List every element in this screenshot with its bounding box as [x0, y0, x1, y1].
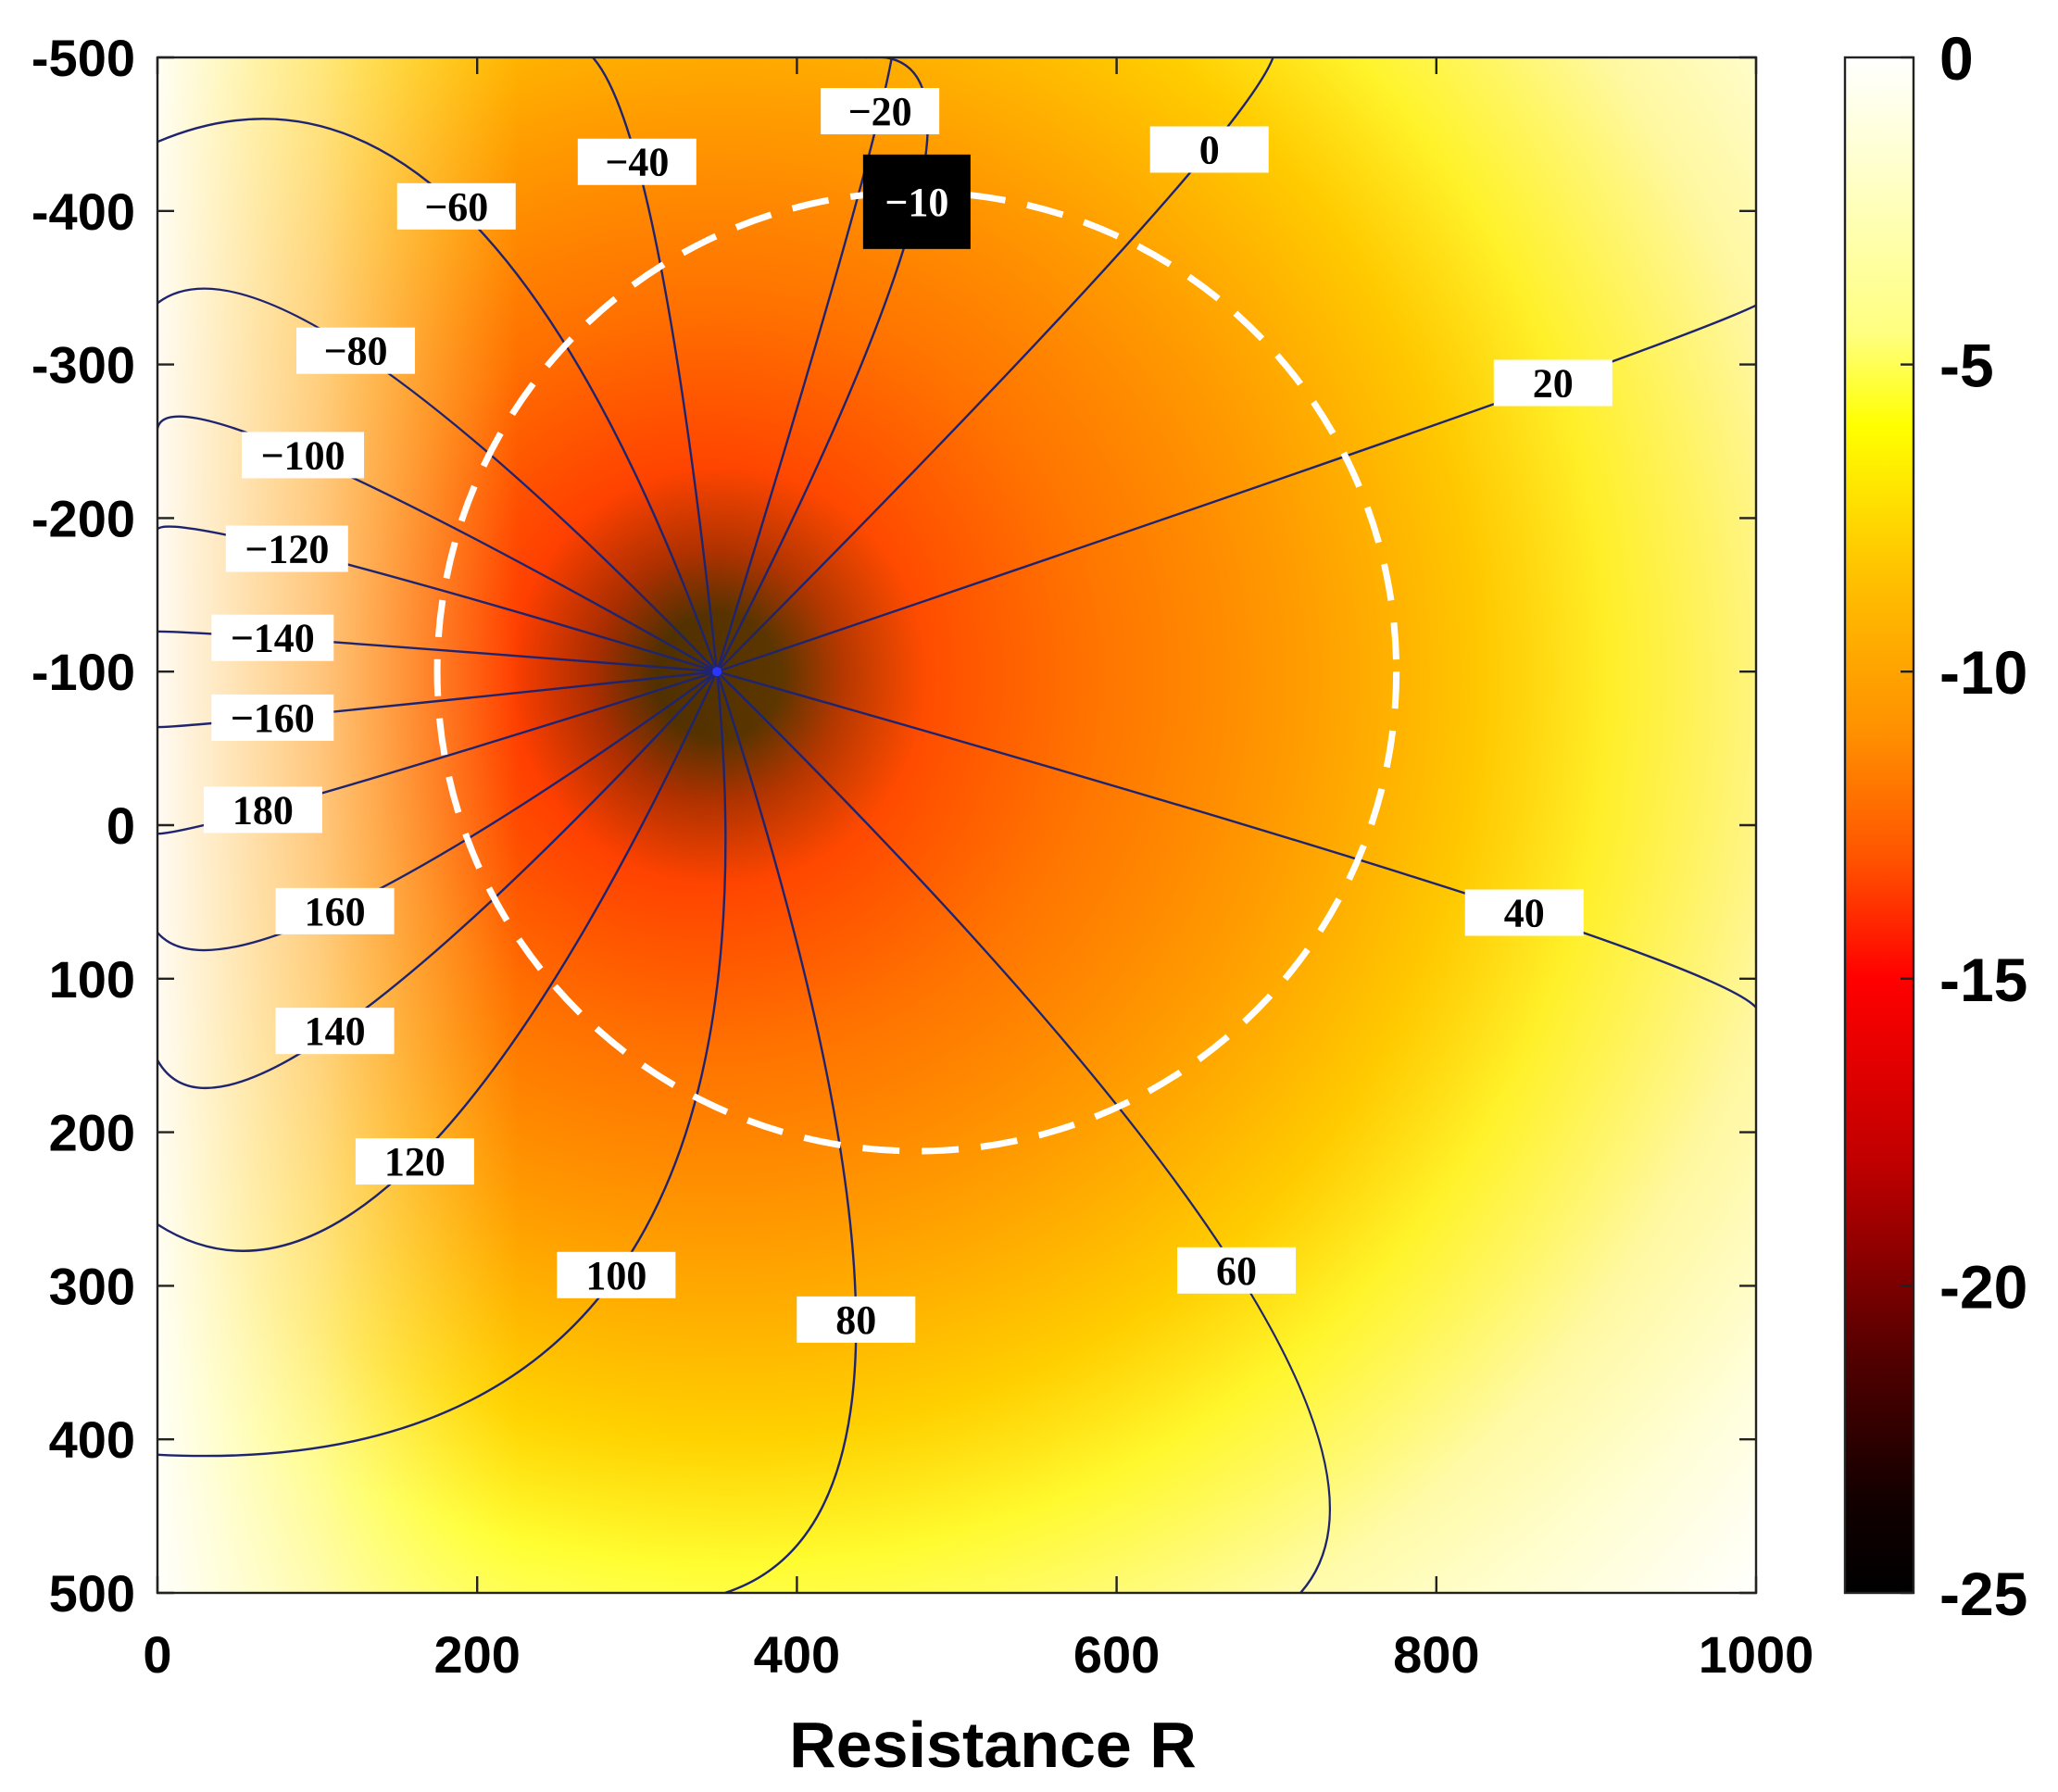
contour-label-text: −10 [885, 180, 948, 225]
contour-label-box [296, 327, 416, 374]
y-tick-label: -400 [31, 182, 135, 241]
contour-label: 100 [557, 1251, 676, 1298]
contour-label-highlighted: −10 [862, 154, 971, 249]
contour-label-box [203, 786, 322, 833]
colorbar-tick-label: 0 [1939, 24, 1974, 93]
y-tick-label: 100 [49, 950, 135, 1009]
contour-label-text: −40 [605, 140, 669, 185]
contour-label-text: −80 [323, 329, 387, 374]
x-tick-label: 600 [1073, 1625, 1160, 1684]
contour-label-text: −100 [261, 432, 345, 478]
contour-label: 60 [1177, 1247, 1297, 1294]
contour-label-box [211, 614, 334, 661]
contour-label: −120 [225, 525, 348, 572]
x-axis: 0 200 400 600 800 1000 [143, 57, 1813, 1684]
contour-label-text: 0 [1199, 127, 1220, 172]
colorbar-tick-label: -10 [1939, 638, 2027, 707]
contour-label-box [557, 1251, 676, 1298]
contour-label-text: −160 [231, 695, 315, 741]
contour-label-box [577, 138, 696, 185]
y-tick-label: 0 [107, 796, 135, 855]
contour-label: 160 [275, 887, 395, 934]
y-tick-label: 300 [49, 1257, 135, 1315]
contour-label: −100 [242, 432, 365, 479]
y-tick-label: -500 [31, 29, 135, 87]
y-tick-label: -300 [31, 336, 135, 395]
contour-labels: −40−20−10020406080100120140160180−160−14… [203, 88, 1613, 1343]
x-tick-label: 1000 [1699, 1625, 1814, 1684]
contour-label-box [862, 154, 971, 249]
contour-label-text: 40 [1504, 891, 1545, 936]
contour-label-text: 100 [585, 1253, 646, 1298]
x-tick-label: 400 [754, 1625, 840, 1684]
y-tick-label: -100 [31, 643, 135, 701]
contour-label: −80 [296, 327, 416, 374]
colorbar-tick-label: -15 [1939, 946, 2027, 1014]
contour-label: −40 [577, 138, 696, 185]
contour-label: 80 [797, 1296, 916, 1343]
contour-label: 120 [355, 1138, 474, 1185]
contour-label-box [1464, 889, 1584, 936]
contour-label-box [355, 1138, 474, 1185]
x-tick-label: 0 [143, 1625, 171, 1684]
contour-label-box [275, 887, 395, 934]
y-tick-label: 500 [49, 1564, 135, 1623]
contour-label: 40 [1464, 889, 1584, 936]
contour-label-box [211, 694, 334, 741]
contour-label-box [1177, 1247, 1297, 1294]
contour-label-box [242, 432, 365, 479]
contour-label-box [1493, 359, 1613, 407]
colorbar-ticks: 0 -5 -10 -15 -20 -25 [1901, 24, 2027, 1628]
contour-label-text: −20 [848, 89, 912, 134]
x-axis-title: Resistance R [789, 1709, 1197, 1781]
contour-label: 180 [203, 786, 322, 833]
contour-label-text: 120 [384, 1139, 445, 1184]
contour-label-text: 60 [1216, 1248, 1257, 1294]
colorbar-scale [1843, 56, 1915, 1595]
contour-label-text: −120 [245, 527, 329, 572]
contour-label-box [275, 1008, 395, 1055]
y-tick-label: 200 [49, 1104, 135, 1162]
contour-label-box [396, 182, 516, 230]
colorbar-tick-label: -5 [1939, 332, 1994, 400]
contour-label: 0 [1149, 126, 1269, 173]
contour-label-text: 140 [305, 1009, 366, 1054]
y-tick-label: 400 [49, 1410, 135, 1469]
contour-label-text: −60 [424, 184, 488, 230]
contour-label-box [225, 525, 348, 572]
contour-label: −20 [821, 88, 940, 135]
plot-area: −40−20−10020406080100120140160180−160−14… [156, 56, 1758, 1595]
contour-label-box [1149, 126, 1269, 173]
contour-label-text: 180 [232, 787, 294, 833]
contour-label: −160 [211, 694, 334, 741]
colorbar-tick-label: -25 [1939, 1560, 2027, 1628]
x-tick-label: 800 [1393, 1625, 1479, 1684]
contour-label-box [797, 1296, 916, 1343]
contour-label-box [821, 88, 940, 135]
contour-label-text: 80 [835, 1297, 876, 1343]
contour-label-text: 160 [305, 889, 366, 934]
x-tick-label: 200 [433, 1625, 520, 1684]
singularity-point [712, 667, 722, 677]
contour-label: −60 [396, 182, 516, 230]
colorbar-tick-label: -20 [1939, 1252, 2027, 1321]
y-tick-label: -200 [31, 489, 135, 547]
contour-label-text: −140 [231, 616, 315, 661]
contour-label: 140 [275, 1008, 395, 1055]
contour-label-text: 20 [1533, 360, 1574, 406]
contour-label: −140 [211, 614, 334, 661]
colorbar: 0 -5 -10 -15 -20 -25 [1843, 24, 2027, 1628]
contour-label: 20 [1493, 359, 1613, 407]
